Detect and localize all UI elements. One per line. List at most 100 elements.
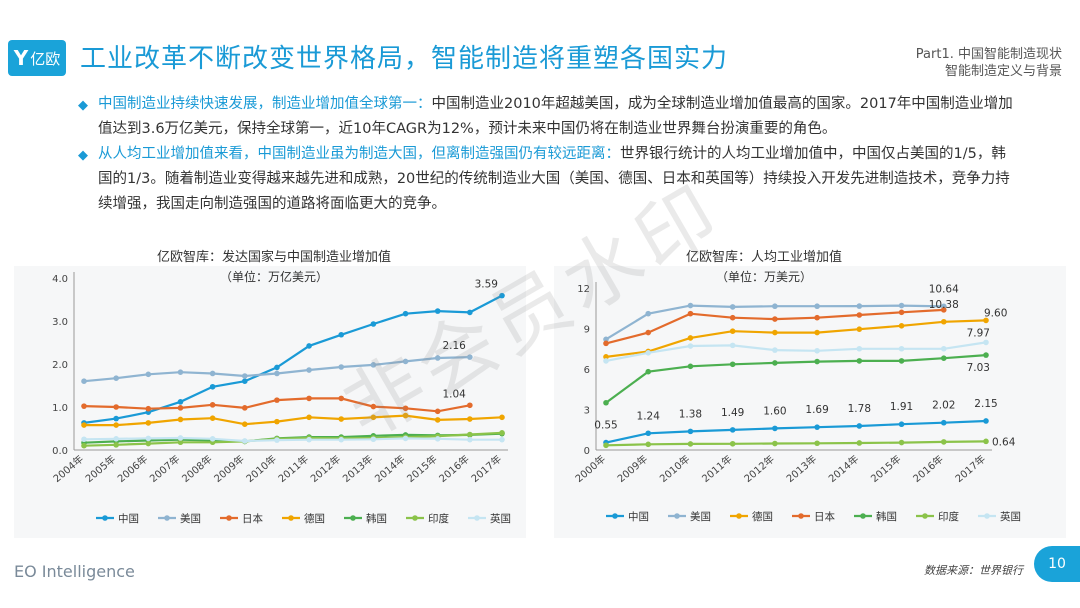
data-point-日本 [338, 395, 345, 402]
series-line-印度 [605, 440, 987, 447]
data-label: 10.38 [929, 299, 959, 311]
x-tick-label: 2014年 [372, 452, 408, 485]
legend-marker-日本 [798, 513, 804, 519]
chart-unit: （单位：万美元） [715, 270, 812, 284]
legend-marker-美国 [164, 515, 170, 521]
data-point-日本 [177, 405, 184, 411]
diamond-bullet-icon: ◆ [78, 148, 88, 163]
data-point-美国 [306, 367, 312, 373]
series-line-中国 [605, 419, 987, 444]
series-line-中国 [83, 294, 503, 424]
x-tick-label: 2009年 [615, 452, 651, 485]
x-tick-label: 2015年 [404, 452, 440, 485]
footer-brand: EO Intelligence [14, 562, 135, 581]
data-point-英国 [274, 437, 280, 443]
data-point-中国 [338, 331, 345, 338]
data-point-美国 [603, 336, 609, 343]
data-point-德国 [113, 422, 119, 428]
data-point-中国 [898, 421, 905, 428]
x-tick-label: 2009年 [211, 452, 247, 485]
data-point-英国 [241, 438, 248, 444]
data-point-美国 [814, 303, 820, 310]
data-point-日本 [940, 307, 947, 313]
x-tick-label: 2011年 [275, 452, 311, 485]
data-point-日本 [729, 314, 736, 321]
data-point-德国 [306, 414, 312, 421]
data-point-英国 [983, 339, 989, 346]
bullet-item: ◆ 中国制造业持续快速发展，制造业增加值全球第一：中国制造业2010年超越美国，成… [78, 92, 1018, 142]
data-point-印度 [81, 442, 87, 449]
data-point-印度 [729, 440, 736, 447]
legend-label-印度: 印度 [938, 510, 959, 523]
y-tick-label: 1.0 [52, 403, 68, 414]
series-line-英国 [83, 436, 502, 443]
data-point-德国 [209, 415, 216, 421]
data-point-日本 [306, 395, 312, 402]
chart-title: 亿欧智库：发达国家与中国制造业增加值 [156, 250, 391, 265]
legend-label-英国: 英国 [1000, 510, 1021, 523]
data-point-韩国 [814, 358, 820, 365]
series-line-韩国 [605, 354, 987, 404]
legend-label-韩国: 韩国 [366, 512, 387, 525]
chart-manufacturing-value: 0.0 1.0 2.0 3.0 4.0 2004年2005年2006年2007年2008年… [50, 272, 511, 525]
data-point-韩国 [940, 355, 947, 361]
data-label: 2.16 [442, 340, 466, 352]
x-tick-label: 2012年 [741, 452, 777, 485]
data-point-日本 [274, 397, 280, 403]
data-point-英国 [772, 347, 778, 353]
y-tick-label: 9 [584, 325, 590, 336]
data-point-韩国 [772, 360, 778, 366]
legend-label-日本: 日本 [814, 510, 835, 523]
data-point-日本 [856, 312, 863, 318]
x-tick-label: 2005年 [83, 452, 119, 485]
data-point-日本 [687, 310, 694, 317]
data-point-英国 [81, 436, 87, 443]
data-point-英国 [687, 343, 694, 349]
x-tick-label: 2015年 [868, 452, 904, 485]
data-point-印度 [499, 430, 505, 436]
data-point-英国 [434, 436, 441, 442]
data-label: 1.91 [890, 401, 913, 413]
x-tick-label: 2013年 [784, 452, 820, 485]
section-label: Part1. 中国智能制造现状 智能制造定义与背景 [916, 46, 1062, 80]
data-source: 数据来源：世界银行 [924, 564, 1023, 577]
data-point-英国 [177, 435, 184, 441]
chart-panel-right: 亿欧智库：人均工业增加值 （单位：万美元） 0 3 6 9 12 2000年 2009年 20… [554, 250, 1066, 538]
data-label: 1.04 [442, 388, 466, 400]
data-point-德国 [898, 323, 905, 329]
data-point-德国 [729, 328, 736, 334]
data-point-印度 [856, 440, 863, 446]
data-point-英国 [370, 436, 377, 443]
chart-title: 亿欧智库：人均工业增加值 [685, 250, 842, 265]
data-point-美国 [898, 302, 905, 309]
legend-label-中国: 中国 [628, 510, 649, 523]
data-point-英国 [499, 436, 505, 443]
legend-label-韩国: 韩国 [876, 510, 897, 523]
data-point-日本 [898, 309, 905, 316]
legend-marker-印度 [922, 513, 928, 519]
data-point-日本 [402, 405, 409, 412]
section-subtitle: 智能制造定义与背景 [944, 64, 1062, 79]
data-point-日本 [145, 405, 152, 412]
legend-marker-韩国 [860, 513, 866, 519]
y-tick-label: 3 [584, 406, 590, 417]
logo-mark-icon: Y [13, 46, 29, 70]
y-tick-label: 4.0 [52, 274, 68, 285]
data-point-英国 [898, 345, 905, 352]
data-point-中国 [729, 427, 736, 433]
data-point-美国 [370, 362, 377, 368]
data-point-英国 [113, 436, 119, 442]
data-point-日本 [241, 405, 248, 411]
data-point-印度 [940, 439, 947, 445]
data-point-日本 [370, 403, 377, 410]
data-label: 1.24 [637, 410, 661, 422]
series-line-印度 [83, 431, 503, 447]
x-tick-label: 2016年 [436, 452, 472, 485]
data-label: 7.03 [967, 362, 990, 374]
data-point-中国 [687, 428, 694, 435]
data-label: 3.59 [475, 279, 498, 291]
x-tick-label: 2000年 [572, 452, 608, 485]
legend-label-英国: 英国 [490, 512, 511, 525]
data-point-美国 [241, 373, 248, 379]
data-point-德国 [241, 421, 248, 427]
